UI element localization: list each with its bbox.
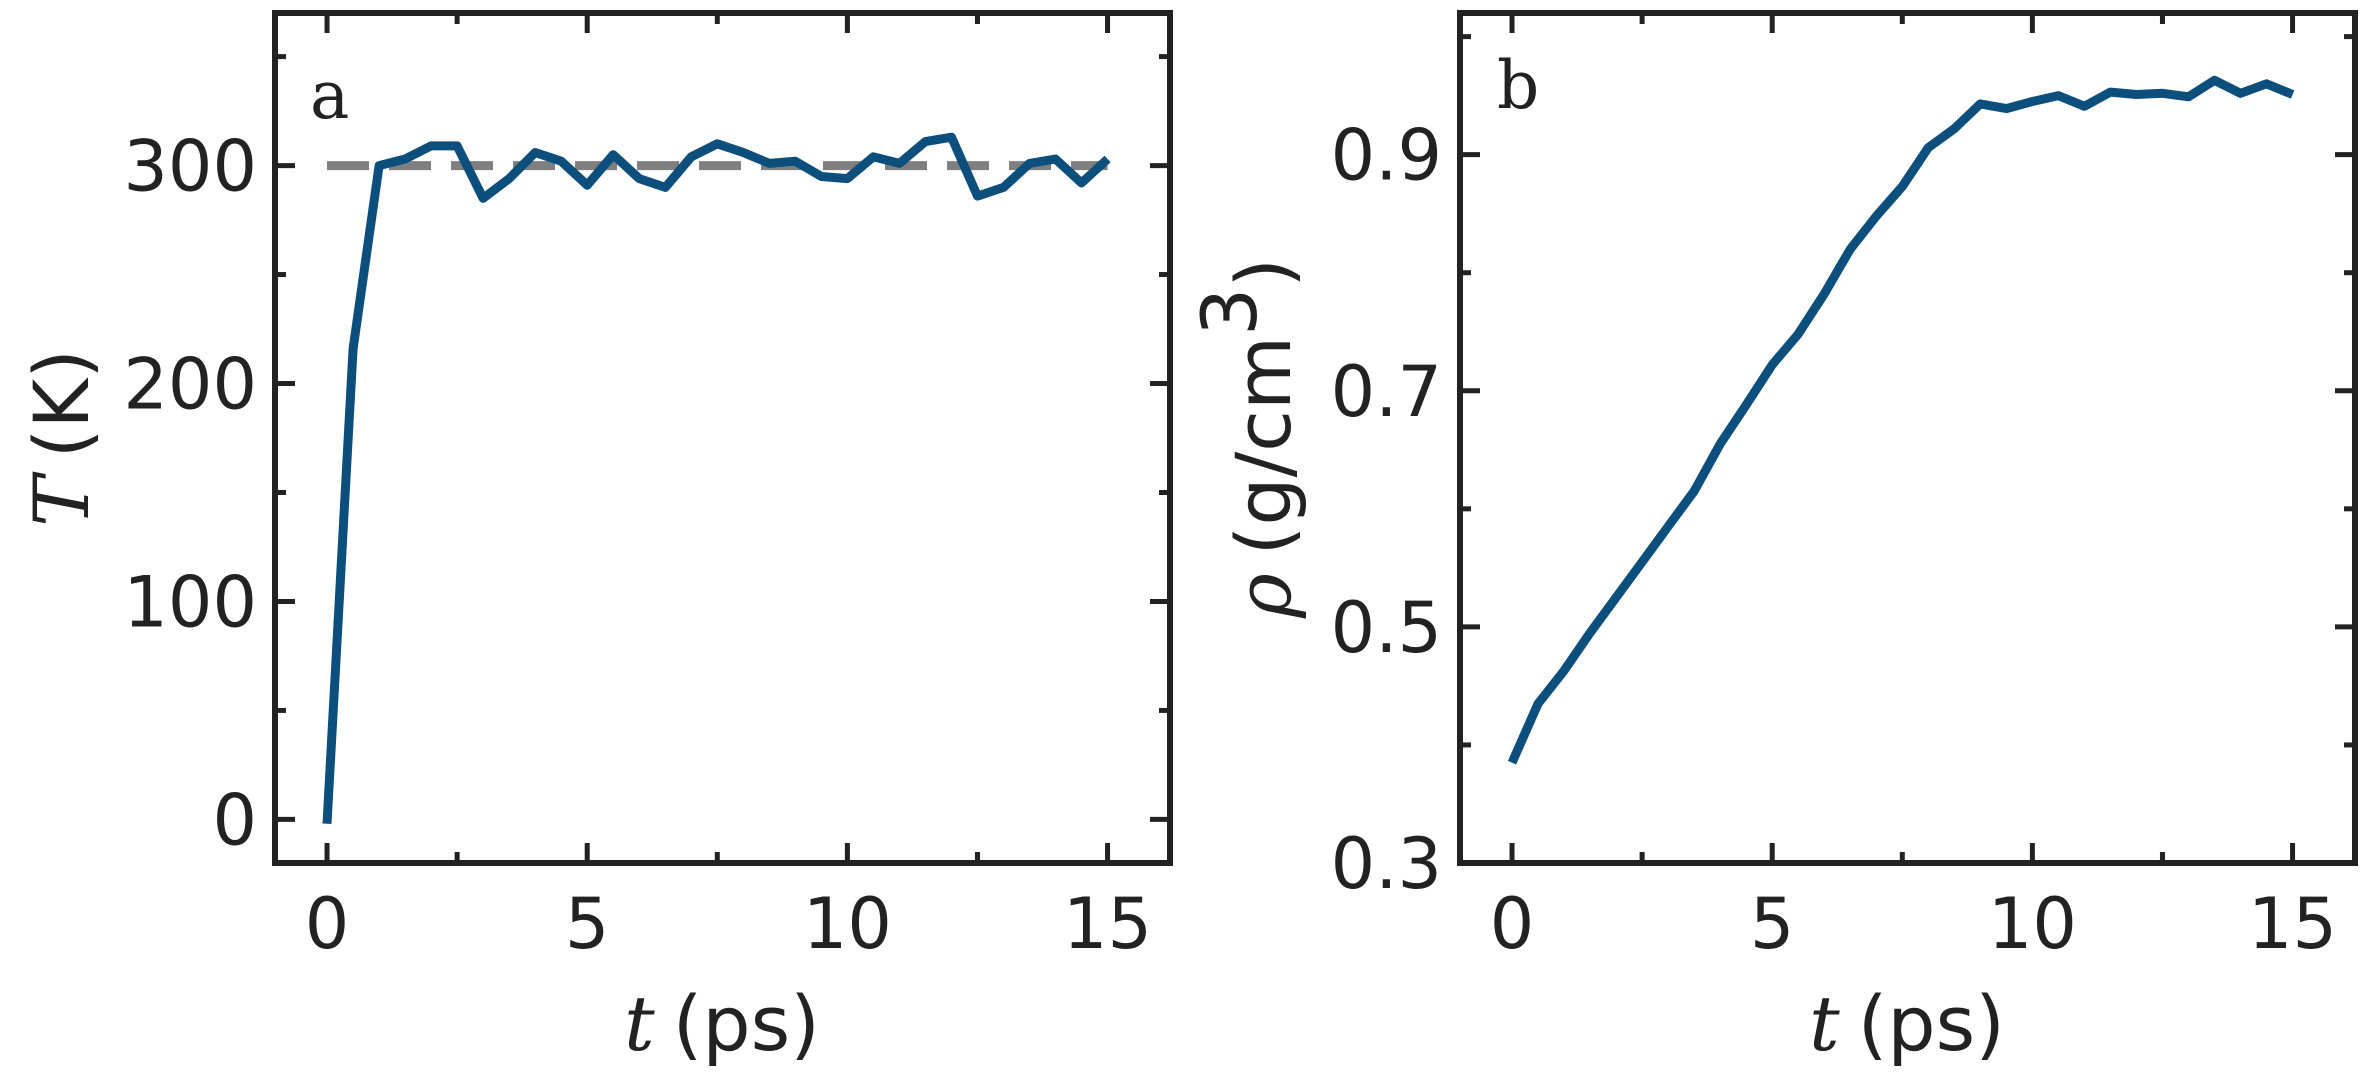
panel-a-x-tick-label: 10 — [803, 883, 892, 965]
panel-a-letter: a — [310, 57, 349, 134]
panel-b-y-tick-label: 0.7 — [1331, 351, 1442, 433]
panel-b-x-axis-label: t (ps) — [1809, 979, 2005, 1068]
panel-b-letter: b — [1497, 47, 1539, 124]
panel-a-plot-frame — [272, 10, 1173, 866]
panel-b-x-tick-label: 5 — [1750, 883, 1795, 965]
panel-b-y-axis-unit-close: ) — [1219, 258, 1308, 288]
panel-a-x-axis-unit: (ps) — [673, 979, 820, 1068]
panel-a-ticks — [275, 13, 1170, 863]
panel-a-temperature-series-line — [322, 132, 1111, 825]
panel-b-y-axis-label: ρ (g/cm3) — [1185, 258, 1308, 619]
panel-a-x-axis-label: t (ps) — [624, 979, 820, 1068]
panel-a-y-tick-label: 100 — [123, 561, 257, 643]
panel-a-x-tick-labels: 0 5 10 15 — [305, 883, 1152, 965]
panel-b-x-tick-label: 0 — [1490, 883, 1535, 965]
panel-b-y-axis-unit: (g/cm — [1219, 336, 1308, 555]
panel-a-y-axis-label: T (K) — [17, 349, 106, 527]
panel-a-x-tick-label: 15 — [1063, 883, 1152, 965]
panel-b-x-tick-label: 15 — [2248, 883, 2337, 965]
panel-b-x-tick-label: 10 — [1988, 883, 2077, 965]
panel-b-ticks — [1460, 13, 2355, 866]
panel-b-plot-frame — [1457, 10, 2358, 866]
panel-b-density-series-line — [1507, 75, 2295, 765]
panel-a-y-tick-label: 200 — [123, 344, 257, 426]
panel-b-x-tick-labels: 0 5 10 15 — [1490, 883, 2337, 965]
panel-a-y-tick-label: 300 — [123, 126, 257, 208]
panel-a-y-tick-labels: 0 100 200 300 — [123, 126, 257, 862]
panel-b-y-tick-labels: 0.3 0.5 0.7 0.9 — [1331, 115, 1442, 905]
panel-a-y-tick-label: 0 — [212, 779, 257, 861]
panel-b-y-tick-label: 0.5 — [1331, 587, 1442, 669]
panel-a-x-tick-label: 5 — [565, 883, 610, 965]
panel-b-x-axis-unit: (ps) — [1858, 979, 2005, 1068]
panel-a-y-axis-unit: (K) — [17, 349, 106, 458]
panel-a-x-tick-label: 0 — [305, 883, 350, 965]
panel-a-temperature-plot: 0 5 10 15 0 100 200 300 a t (ps) T (K) — [17, 10, 1173, 1068]
panel-b-y-axis-variable: ρ — [1219, 573, 1308, 619]
panel-b-density-plot: 0 5 10 15 0.3 0.5 0.7 0.9 b t (ps) ρ (g/cm3) — [1185, 10, 2358, 1068]
panel-b-y-tick-label: 0.9 — [1331, 115, 1442, 197]
panel-a-x-axis-variable: t — [624, 979, 655, 1068]
panel-b-y-tick-label: 0.3 — [1331, 823, 1442, 905]
panel-b-y-axis-unit-superscript: 3 — [1185, 288, 1274, 336]
panel-a-y-axis-variable: T — [17, 471, 106, 527]
panel-b-x-axis-variable: t — [1809, 979, 1840, 1068]
